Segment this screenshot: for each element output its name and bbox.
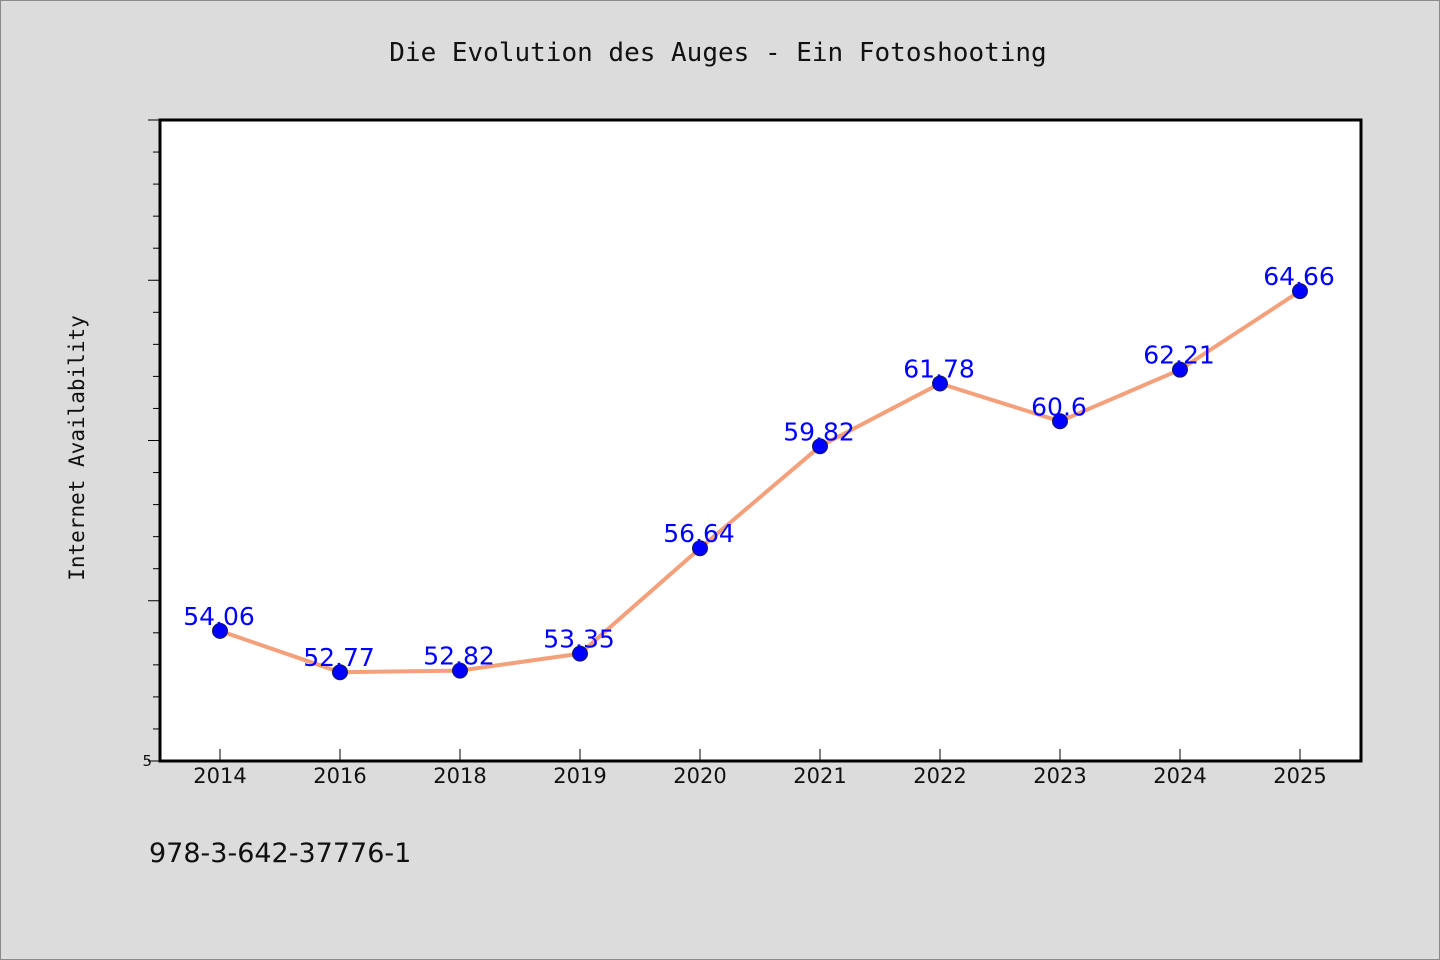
data-point-marker [932, 375, 948, 392]
data-label: 52.82 [423, 642, 495, 671]
plot-frame [158, 118, 1363, 763]
x-tick-label: 2023 [1033, 764, 1086, 788]
x-axis-ticks [219, 749, 1301, 761]
data-point-marker [1292, 283, 1308, 300]
x-axis-tick-labels: 2014 2016 2018 2019 2020 2021 2022 2023 2024 2025 [193, 764, 1326, 788]
data-label: 59.82 [783, 417, 855, 446]
series-line [219, 289, 1302, 675]
data-label: 60.6 [1031, 392, 1087, 421]
series-markers [212, 283, 1308, 681]
x-tick-label: 2014 [193, 764, 246, 788]
data-point-marker [692, 540, 708, 557]
data-point-marker [1172, 361, 1188, 378]
data-labels: 54.06 52.77 52.82 53.35 56.64 59.82 61.78 60.6 6… [183, 262, 1335, 672]
data-point-marker [332, 664, 348, 681]
y-axis-tick-labels: 5 [142, 752, 152, 770]
y-axis-label: Internet Availability [65, 315, 89, 581]
y-axis-ticks [148, 119, 160, 762]
chart-title: Die Evolution des Auges - Ein Fotoshooti… [389, 38, 1046, 68]
data-label: 61.78 [903, 354, 975, 383]
data-label: 62.21 [1143, 341, 1215, 370]
data-label: 53.35 [543, 625, 615, 654]
data-point-marker [1052, 413, 1068, 430]
x-tick-label: 2020 [673, 764, 726, 788]
data-point-marker [812, 438, 828, 455]
x-tick-label: 2021 [793, 764, 846, 788]
footnote-isbn: 978-3-642-37776-1 [149, 838, 411, 869]
y-tick-label: 5 [142, 752, 152, 770]
x-tick-label: 2022 [913, 764, 966, 788]
x-tick-label: 2025 [1273, 764, 1326, 788]
data-label: 56.64 [663, 519, 735, 548]
plot-area [160, 120, 1361, 761]
data-label: 54.06 [183, 602, 255, 631]
data-label: 52.77 [303, 643, 375, 672]
x-tick-label: 2018 [433, 764, 486, 788]
x-tick-label: 2016 [313, 764, 366, 788]
data-label: 64.66 [1263, 262, 1335, 291]
x-tick-label: 2024 [1153, 764, 1206, 788]
data-point-marker [572, 645, 588, 662]
data-point-marker [452, 662, 468, 679]
x-tick-label: 2019 [553, 764, 606, 788]
data-point-marker [212, 622, 228, 639]
